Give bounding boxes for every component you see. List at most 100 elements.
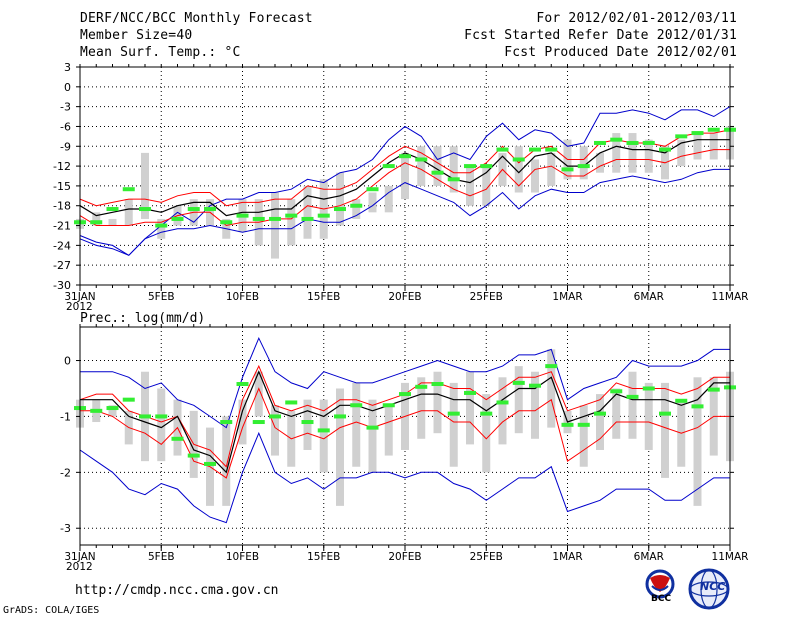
- observed-marker: [561, 167, 574, 172]
- spread-box: [449, 146, 458, 193]
- spread-box: [547, 349, 556, 428]
- x-tick-label: 2012: [66, 301, 93, 313]
- observed-marker: [317, 428, 330, 433]
- spread-box: [661, 382, 669, 478]
- x-tick-label: 20FEB: [388, 291, 421, 303]
- observed-marker: [90, 220, 103, 225]
- observed-marker: [496, 147, 509, 152]
- observed-marker: [334, 207, 346, 212]
- x-tick-label: 25FEB: [470, 291, 503, 303]
- x-tick-label: 20FEB: [388, 551, 421, 563]
- observed-marker: [301, 420, 314, 425]
- x-tick-label: 1MAR: [552, 551, 582, 563]
- series-max-line: [79, 106, 731, 256]
- spread-box: [628, 133, 637, 173]
- observed-marker: [269, 414, 281, 419]
- member-size: Member Size=40: [80, 28, 193, 43]
- x-tick-label: 15FEB: [307, 551, 340, 563]
- observed-marker: [220, 420, 233, 425]
- observed-marker: [480, 411, 493, 416]
- observed-marker: [447, 411, 460, 416]
- spread-box: [108, 218, 117, 226]
- spread-box: [319, 399, 328, 473]
- observed-marker: [204, 207, 216, 212]
- y-tick-label: -27: [53, 259, 71, 272]
- spread-box: [401, 152, 409, 200]
- observed-marker: [675, 134, 688, 139]
- x-tick-label: 31JAN: [64, 291, 95, 303]
- y-tick-label: -6: [60, 120, 71, 133]
- observed-marker: [187, 453, 200, 458]
- spread-box: [287, 199, 296, 246]
- observed-marker: [171, 436, 184, 441]
- observed-marker: [269, 216, 281, 221]
- observed-marker: [252, 216, 265, 221]
- y-tick-label: -24: [53, 239, 71, 252]
- x-tick-label: 1MAR: [552, 291, 582, 303]
- observed-marker: [561, 422, 574, 427]
- x-tick-label: 10FEB: [226, 291, 259, 303]
- observed-marker: [691, 404, 704, 409]
- spread-box: [254, 371, 263, 417]
- observed-marker: [512, 157, 525, 162]
- series-mean-line: [79, 139, 730, 217]
- spread-box: [612, 388, 621, 439]
- observed-marker: [366, 425, 379, 430]
- observed-marker: [187, 207, 200, 212]
- x-tick-label: 2012: [66, 561, 93, 573]
- variable-label: Mean Surf. Temp.: °C: [80, 45, 241, 60]
- grads-credit: GrADS: COLA/IGES: [3, 605, 100, 616]
- y-tick-label: -18: [53, 200, 71, 213]
- observed-marker: [415, 157, 428, 162]
- y-tick-label: -9: [60, 140, 71, 153]
- spread-box: [222, 416, 231, 506]
- observed-marker: [285, 213, 298, 218]
- observed-marker: [610, 389, 623, 394]
- spread-box: [303, 399, 312, 450]
- spread-box: [677, 139, 686, 167]
- observed-marker: [122, 397, 135, 402]
- y-tick-label: 0: [64, 81, 71, 94]
- observed-marker: [399, 154, 411, 159]
- source-url[interactable]: http://cmdp.ncc.cma.gov.cn: [75, 583, 279, 598]
- spread-box: [514, 366, 523, 434]
- x-tick-label: 6MAR: [634, 551, 664, 563]
- observed-marker: [285, 400, 298, 405]
- observed-marker: [512, 380, 525, 385]
- spread-box: [141, 152, 149, 219]
- spread-box: [303, 185, 312, 239]
- observed-marker: [610, 137, 623, 142]
- observed-marker: [626, 394, 639, 399]
- y-tick-label: 0: [64, 355, 71, 368]
- observed-marker: [106, 406, 119, 411]
- x-tick-label: 11MAR: [712, 291, 749, 303]
- spread-box: [644, 139, 653, 173]
- observed-marker: [691, 131, 704, 136]
- spread-box: [547, 152, 556, 186]
- bcc-logo-text: BCC: [651, 594, 672, 604]
- observed-marker: [350, 403, 363, 408]
- spread-box: [644, 382, 653, 450]
- x-tick-label: 5FEB: [148, 551, 175, 563]
- observed-marker: [236, 382, 249, 387]
- x-tick-label: 31JAN: [64, 551, 95, 563]
- observed-marker: [642, 140, 655, 145]
- spread-box: [482, 166, 491, 206]
- observed-marker: [642, 386, 655, 391]
- series-min-line: [79, 168, 730, 256]
- spread-box: [449, 382, 458, 467]
- chart-title: DERF/NCC/BCC Monthly Forecast: [80, 11, 313, 26]
- spread-box: [579, 405, 588, 467]
- spread-box: [336, 388, 344, 506]
- spread-box: [693, 377, 702, 506]
- spread-box: [531, 159, 539, 193]
- observed-marker: [496, 400, 509, 405]
- x-tick-label: 11MAR: [712, 551, 749, 563]
- spread-box: [482, 394, 491, 473]
- spread-box: [384, 405, 393, 456]
- y-tick-label: -2: [60, 466, 71, 479]
- ncc-logo-text: NCC: [700, 580, 726, 593]
- spread-box: [384, 185, 393, 213]
